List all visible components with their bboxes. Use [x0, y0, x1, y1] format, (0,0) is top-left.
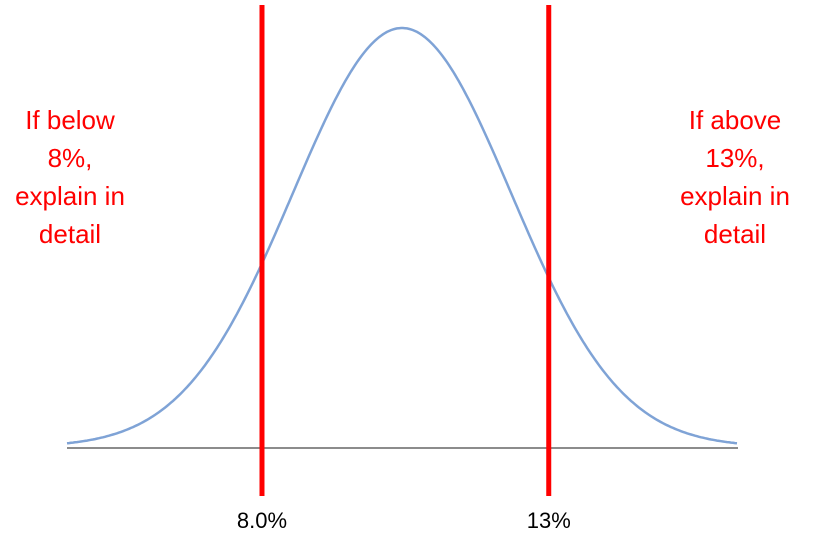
annotation: If below: [25, 105, 115, 135]
x-tick-label: 8.0%: [237, 508, 287, 533]
annotation: detail: [39, 219, 101, 249]
annotation: explain in: [15, 181, 125, 211]
annotation: If above: [689, 105, 782, 135]
annotation: explain in: [680, 181, 790, 211]
bell-curve: [66, 26, 738, 445]
x-tick-label: 13%: [527, 508, 571, 533]
annotation: 8%,: [48, 143, 93, 173]
annotation: 13%,: [705, 143, 764, 173]
annotation: detail: [704, 219, 766, 249]
